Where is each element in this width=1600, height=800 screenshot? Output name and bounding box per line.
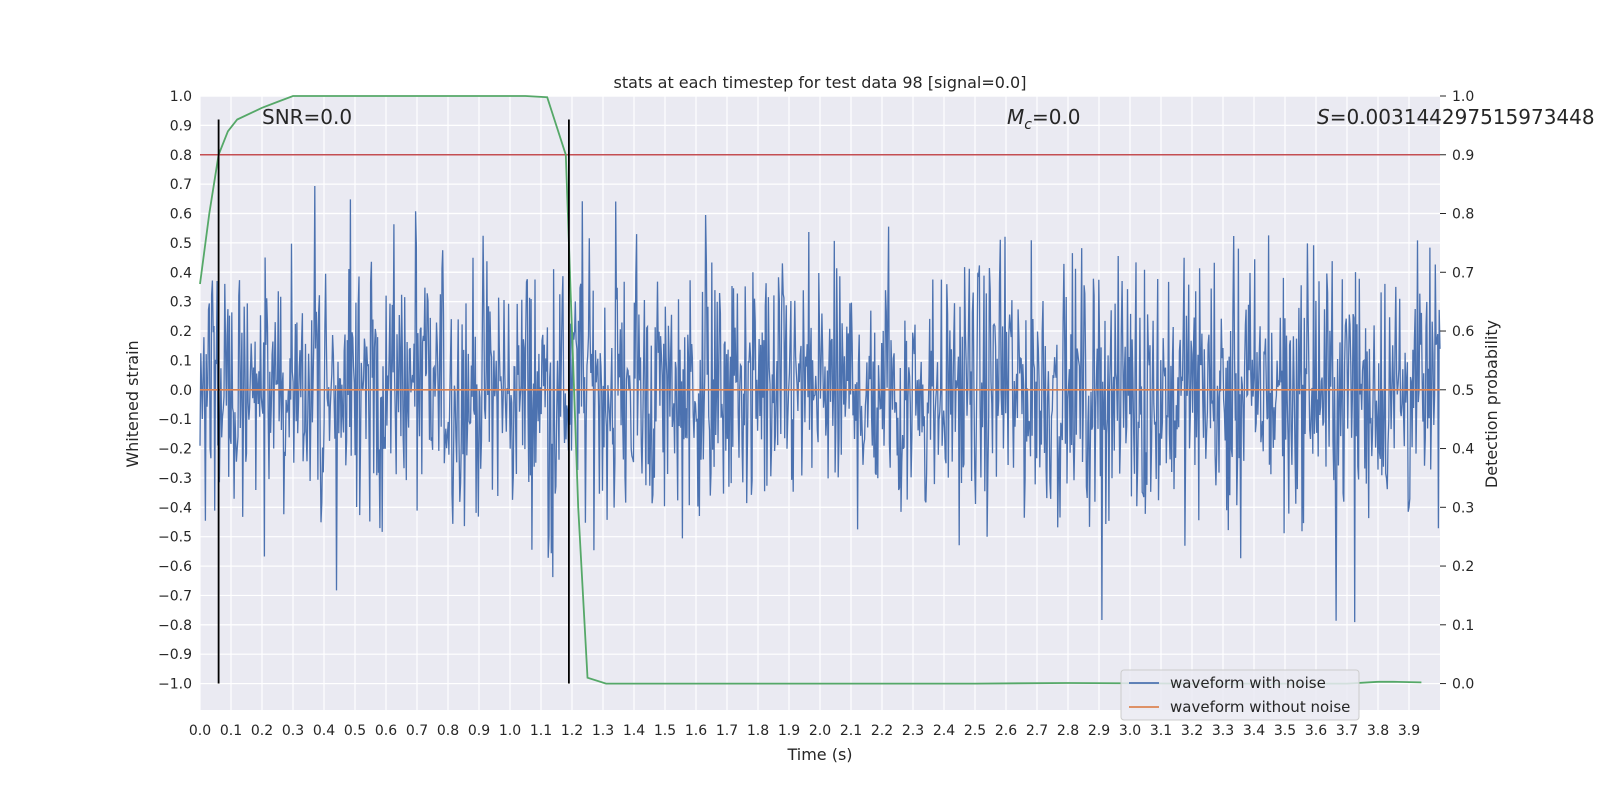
x-tick-label: 2.5 xyxy=(964,723,986,739)
y-tick-label: −0.6 xyxy=(158,559,192,575)
x-tick-label: 3.8 xyxy=(1367,723,1389,739)
s-annotation: S=0.003144297515973448 xyxy=(1317,105,1595,129)
y-tick-label: −1.0 xyxy=(158,677,192,693)
mc-annotation: Mc=0.0 xyxy=(1007,105,1081,133)
x-tick-label: 0.7 xyxy=(406,723,428,739)
x-tick-label: 1.7 xyxy=(716,723,738,739)
x-tick-label: 2.3 xyxy=(902,723,924,739)
x-tick-label: 0.3 xyxy=(282,723,304,739)
y2-tick-label: 0.7 xyxy=(1452,265,1474,281)
y2-tick-label: 0.4 xyxy=(1452,442,1474,458)
x-tick-label: 3.4 xyxy=(1243,723,1265,739)
x-tick-label: 0.5 xyxy=(344,723,366,739)
x-tick-label: 2.0 xyxy=(809,723,831,739)
x-tick-label: 3.3 xyxy=(1212,723,1234,739)
x-tick-label: 3.6 xyxy=(1305,723,1327,739)
x-tick-label: 0.9 xyxy=(468,723,490,739)
x-tick-label: 1.4 xyxy=(623,723,645,739)
waveform-with-noise-series xyxy=(199,185,1441,623)
x-tick-label: 1.5 xyxy=(654,723,676,739)
x-tick-label: 1.9 xyxy=(778,723,800,739)
y-tick-label: −0.8 xyxy=(158,618,192,634)
y-axis-label: Whitened strain xyxy=(123,340,142,467)
x-tick-label: 1.6 xyxy=(685,723,707,739)
mc-value: =0.0 xyxy=(1032,105,1081,129)
s-value: =0.003144297515973448 xyxy=(1330,105,1595,129)
x-tick-label: 3.5 xyxy=(1274,723,1296,739)
x-tick-label: 1.1 xyxy=(530,723,552,739)
y-tick-label: −0.3 xyxy=(158,471,192,487)
x-tick-label: 2.4 xyxy=(933,723,955,739)
y2-tick-label: 0.0 xyxy=(1452,677,1474,693)
x-tick-label: 1.8 xyxy=(747,723,769,739)
x-tick-label: 1.0 xyxy=(499,723,521,739)
x-tick-label: 3.9 xyxy=(1398,723,1420,739)
mc-symbol: M xyxy=(1007,105,1024,129)
y2-tick-label: 0.8 xyxy=(1452,207,1474,223)
y2-tick-label: 0.2 xyxy=(1452,559,1474,575)
x-axis-label: Time (s) xyxy=(786,745,852,764)
waveform-with-noise-line xyxy=(199,185,1441,623)
x-tick-label: 3.7 xyxy=(1336,723,1358,739)
y-tick-label: −0.2 xyxy=(158,442,192,458)
x-tick-label: 0.6 xyxy=(375,723,397,739)
x-tick-label: 3.2 xyxy=(1181,723,1203,739)
x-tick-label: 2.1 xyxy=(840,723,862,739)
snr-annotation: SNR=0.0 xyxy=(262,105,352,129)
y-tick-label: 0.6 xyxy=(170,207,192,223)
x-tick-label: 2.2 xyxy=(871,723,893,739)
y-tick-label: 0.7 xyxy=(170,177,192,193)
x-tick-label: 3.0 xyxy=(1119,723,1141,739)
x-tick-label: 0.8 xyxy=(437,723,459,739)
tick-labels: 0.0 0.1 0.2 0.3 0.4 0.5 0.6 0.7 0.8 0.9 1.0 1.1 1.2 1… xyxy=(158,89,1474,739)
y2-tick-label: 0.6 xyxy=(1452,324,1474,340)
x-tick-label: 0.2 xyxy=(251,723,273,739)
y2-tick-label: 1.0 xyxy=(1452,89,1474,105)
legend: waveform with noise waveform without noi… xyxy=(1120,669,1360,721)
x-tick-label: 2.6 xyxy=(995,723,1017,739)
y-tick-label: −0.7 xyxy=(158,588,192,604)
y-tick-label: 0.2 xyxy=(170,324,192,340)
x-tick-label: 3.1 xyxy=(1150,723,1172,739)
chart-title: stats at each timestep for test data 98 … xyxy=(614,73,1027,92)
y-tick-label: −0.1 xyxy=(158,412,192,428)
legend-box xyxy=(1120,669,1360,721)
x-tick-label: 1.3 xyxy=(592,723,614,739)
x-tick-label: 2.9 xyxy=(1088,723,1110,739)
y-tick-label: 1.0 xyxy=(170,89,192,105)
y-tick-label: 0.9 xyxy=(170,118,192,134)
legend-label-clean: waveform without noise xyxy=(1170,698,1350,716)
y2-tick-label: 0.9 xyxy=(1452,148,1474,164)
y2-axis-label: Detection probability xyxy=(1482,320,1501,488)
y2-tick-label: 0.1 xyxy=(1452,618,1474,634)
x-tick-label: 2.7 xyxy=(1026,723,1048,739)
mc-subscript: c xyxy=(1024,117,1032,133)
s-symbol: S xyxy=(1317,105,1330,129)
y-tick-label: −0.9 xyxy=(158,647,192,663)
x-tick-label: 2.8 xyxy=(1057,723,1079,739)
y2-tick-label: 0.5 xyxy=(1452,383,1474,399)
y-tick-label: 0.3 xyxy=(170,295,192,311)
x-tick-label: 0.0 xyxy=(189,723,211,739)
y2-tick-label: 0.3 xyxy=(1452,500,1474,516)
y-tick-label: 0.1 xyxy=(170,353,192,369)
legend-label-noise: waveform with noise xyxy=(1170,674,1326,692)
y-tick-label: 0.5 xyxy=(170,236,192,252)
y-tick-label: −0.4 xyxy=(158,500,192,516)
x-tick-label: 0.1 xyxy=(220,723,242,739)
y-tick-label: −0.5 xyxy=(158,530,192,546)
y-tick-label: 0.8 xyxy=(170,148,192,164)
x-tick-label: 1.2 xyxy=(561,723,583,739)
y-tick-label: 0.4 xyxy=(170,265,192,281)
x-tick-label: 0.4 xyxy=(313,723,335,739)
y-tick-label: 0.0 xyxy=(170,383,192,399)
